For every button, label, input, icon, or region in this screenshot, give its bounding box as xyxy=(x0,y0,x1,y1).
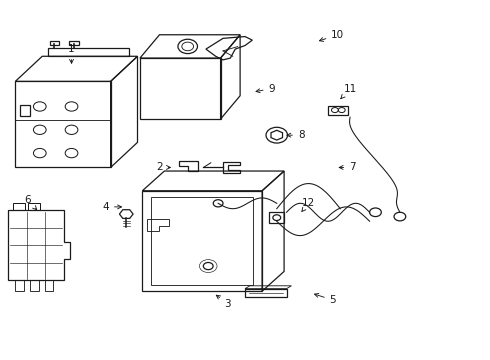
Text: 11: 11 xyxy=(341,84,357,99)
Bar xyxy=(27,203,40,211)
Bar xyxy=(328,107,347,116)
Bar xyxy=(45,280,53,291)
Text: 7: 7 xyxy=(339,162,356,172)
Bar xyxy=(13,203,25,211)
Text: 8: 8 xyxy=(287,130,304,140)
Text: 6: 6 xyxy=(24,195,37,210)
Bar xyxy=(270,212,284,223)
Text: 1: 1 xyxy=(68,44,75,63)
Text: 5: 5 xyxy=(315,293,336,305)
Text: 10: 10 xyxy=(319,30,344,41)
Text: 12: 12 xyxy=(302,198,315,212)
Bar xyxy=(20,105,30,116)
Bar xyxy=(245,289,287,297)
Bar xyxy=(15,280,24,291)
Text: 3: 3 xyxy=(216,295,231,309)
Text: 4: 4 xyxy=(102,202,122,212)
Bar xyxy=(69,41,79,45)
Text: 9: 9 xyxy=(256,84,275,94)
Bar xyxy=(49,41,59,45)
Text: 2: 2 xyxy=(156,162,171,172)
Bar xyxy=(30,280,39,291)
